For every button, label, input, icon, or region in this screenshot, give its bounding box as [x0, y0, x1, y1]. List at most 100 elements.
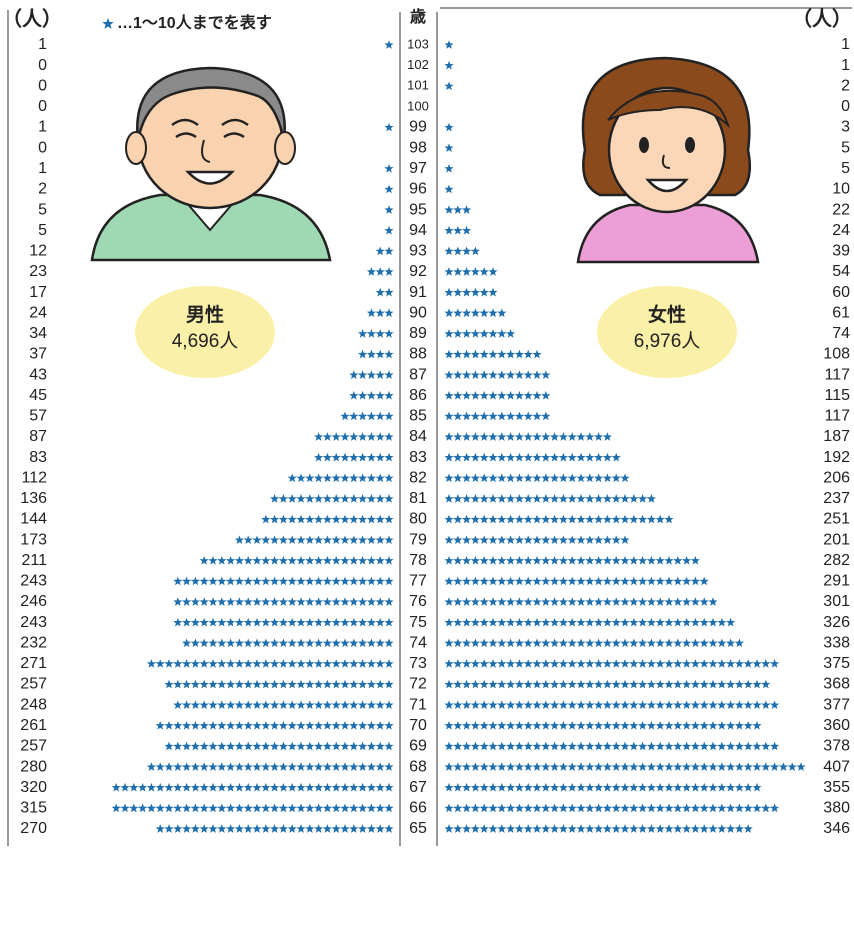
unit-label: （人） [792, 7, 852, 30]
series-name: 女性 [648, 303, 686, 326]
age-label: 67 [409, 779, 427, 796]
age-label: 83 [409, 449, 427, 466]
star-row [444, 185, 453, 194]
count-label: 5 [841, 139, 850, 156]
count-label: 17 [29, 284, 47, 301]
age-label: 86 [409, 387, 427, 404]
count-label: 326 [823, 614, 850, 631]
count-label: 360 [823, 717, 850, 734]
star-row [173, 700, 393, 709]
star-row [112, 804, 394, 813]
star-row [444, 391, 550, 400]
count-label: 1 [841, 57, 850, 74]
count-label: 54 [832, 263, 850, 280]
star-row [314, 432, 394, 441]
star-row [358, 350, 394, 359]
age-label: 90 [409, 304, 427, 321]
star-row [349, 391, 393, 400]
star-row [147, 762, 394, 771]
count-label: 136 [20, 490, 47, 507]
star-row [444, 700, 779, 709]
count-label: 0 [38, 139, 47, 156]
count-label: 280 [20, 758, 47, 775]
count-label: 378 [823, 738, 850, 755]
count-label: 34 [29, 325, 47, 342]
count-label: 0 [38, 57, 47, 74]
count-label: 1 [38, 36, 47, 53]
count-label: 355 [823, 779, 850, 796]
age-label: 91 [409, 284, 427, 301]
count-label: 291 [823, 573, 850, 590]
count-label: 74 [832, 325, 850, 342]
count-label: 315 [20, 800, 47, 817]
star-row [444, 432, 612, 441]
age-label: 96 [409, 181, 427, 198]
star-row [444, 267, 497, 276]
star-row [444, 370, 550, 379]
male-illustration [92, 68, 330, 260]
count-label: 2 [841, 77, 850, 94]
count-label: 257 [20, 676, 47, 693]
star-row [444, 659, 779, 668]
age-label: 81 [409, 490, 427, 507]
star-row [173, 597, 393, 606]
count-label: 12 [29, 243, 47, 260]
legend-text: …1～10人までを表す [117, 13, 272, 32]
chart: （人） （人） 歳 …1～10人までを表す 男性 4,696人 女性 6,976… [0, 0, 854, 925]
age-label: 68 [409, 758, 427, 775]
star-row [444, 804, 779, 813]
female-illustration [578, 58, 758, 262]
count-label: 211 [21, 552, 47, 569]
count-label: 115 [824, 387, 850, 404]
star-row [235, 535, 394, 544]
count-label: 117 [824, 366, 850, 383]
count-label: 37 [29, 346, 47, 363]
star-row [444, 721, 761, 730]
count-label: 144 [20, 511, 47, 528]
count-label: 243 [20, 614, 47, 631]
count-label: 232 [20, 634, 47, 651]
star-row [444, 494, 656, 503]
count-label: 270 [20, 820, 47, 837]
age-label: 78 [409, 552, 427, 569]
star-row [156, 721, 394, 730]
series-name: 男性 [186, 303, 224, 326]
star-row [444, 288, 497, 297]
count-label: 0 [38, 98, 47, 115]
star-row [384, 40, 393, 49]
star-row [270, 494, 394, 503]
star-row [147, 659, 394, 668]
count-label: 61 [832, 304, 850, 321]
count-label: 0 [841, 98, 850, 115]
star-row [156, 824, 394, 833]
star-row [444, 783, 761, 792]
star-row [444, 143, 453, 152]
star-row [444, 123, 453, 132]
unit-label: （人） [2, 7, 62, 30]
count-label: 407 [823, 758, 850, 775]
age-label: 76 [409, 593, 427, 610]
star-row [444, 247, 480, 256]
age-label: 72 [409, 676, 427, 693]
age-label: 75 [409, 614, 427, 631]
age-label: 69 [409, 738, 427, 755]
star-row [444, 329, 515, 338]
age-label: 102 [407, 57, 429, 72]
count-label: 24 [832, 222, 850, 239]
count-label: 5 [38, 201, 47, 218]
age-label: 66 [409, 800, 427, 817]
star-row [444, 40, 453, 49]
age-label: 100 [407, 98, 429, 113]
count-label: 237 [823, 490, 850, 507]
star-row [367, 267, 394, 276]
count-label: 57 [29, 408, 47, 425]
age-label: 87 [409, 366, 427, 383]
count-label: 368 [823, 676, 850, 693]
age-label: 103 [407, 36, 429, 51]
count-label: 43 [29, 366, 47, 383]
count-label: 22 [832, 201, 850, 218]
count-label: 10 [832, 181, 850, 198]
age-label: 70 [409, 717, 427, 734]
star-row [384, 123, 393, 132]
legend-icon [102, 18, 113, 29]
